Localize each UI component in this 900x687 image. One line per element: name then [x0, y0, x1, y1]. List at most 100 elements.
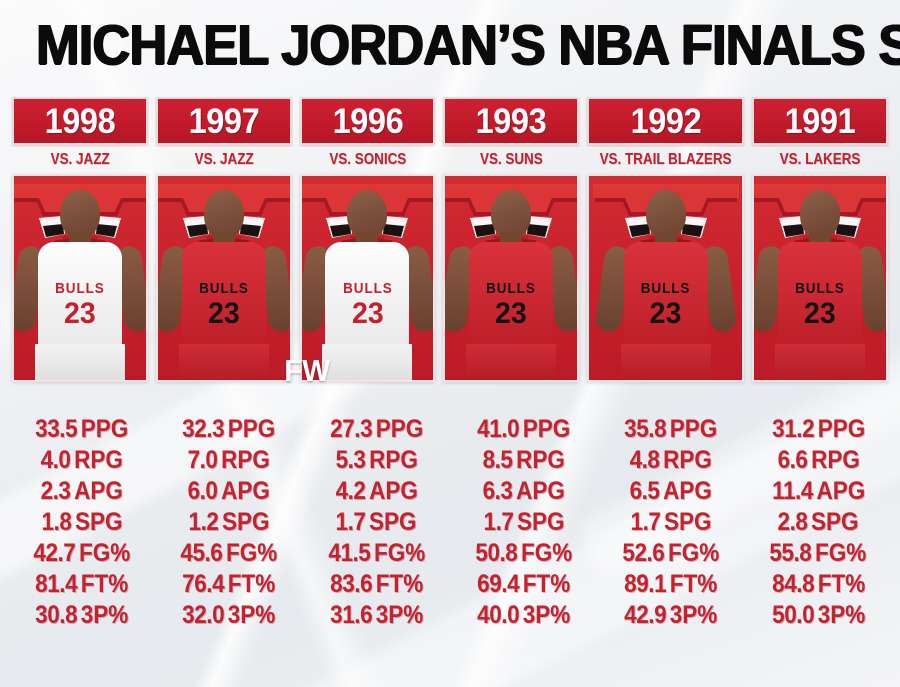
player-figure: BULLS 23 — [157, 176, 290, 380]
stat-unit: RPG — [74, 446, 123, 474]
stat-line: 89.1 FT% — [624, 569, 717, 600]
opponent-label: VS. JAZZ — [50, 151, 110, 168]
year-column: 1991 VS. LAKERS BULLS 23 — [752, 97, 889, 402]
stat-value: 6.3 — [482, 477, 513, 505]
stat-unit: FT% — [228, 570, 276, 598]
stat-value: 2.3 — [40, 477, 71, 505]
stat-unit: PPG — [817, 415, 865, 443]
opponent-label: VS. LAKERS — [779, 151, 861, 168]
stat-unit: PPG — [80, 415, 129, 443]
stat-unit: RPG — [221, 446, 271, 474]
year-banner[interactable]: 1992 — [587, 97, 745, 145]
stat-value: 4.0 — [40, 446, 71, 474]
stat-unit: APG — [368, 477, 418, 505]
opponent-label: VS. TRAIL BLAZERS — [599, 151, 732, 168]
stat-unit: APG — [516, 477, 565, 505]
stat-line: 1.7 SPG — [630, 507, 711, 538]
year-banner[interactable]: 1991 — [752, 97, 889, 145]
stat-unit: APG — [663, 477, 713, 505]
year-banner[interactable]: 1993 — [443, 97, 580, 145]
opponent-label: VS. SONICS — [329, 151, 406, 168]
player-head — [203, 190, 244, 238]
stat-line: 81.4 FT% — [35, 569, 128, 600]
stat-unit: FT% — [817, 570, 865, 598]
stat-unit: RPG — [368, 446, 418, 474]
stat-value: 5.3 — [335, 446, 366, 474]
year-label: 1991 — [784, 101, 856, 141]
stat-unit: FG% — [815, 539, 867, 567]
stat-line: 69.4 FT% — [477, 569, 570, 600]
jersey-wordmark: BULLS — [198, 280, 249, 297]
stat-value: 31.2 — [771, 415, 814, 443]
player-jersey — [469, 242, 554, 350]
stat-line: 1.8 SPG — [41, 507, 122, 538]
stat-value: 7.0 — [187, 446, 218, 474]
stat-line: 6.3 APG — [482, 476, 564, 507]
opponent-label: VS. JAZZ — [194, 151, 254, 168]
stat-unit: 3P% — [375, 601, 423, 629]
player-figure: BULLS 23 — [301, 176, 434, 380]
stat-value: 2.8 — [777, 508, 808, 536]
stat-value: 41.5 — [327, 539, 370, 567]
stat-line: 1.7 SPG — [483, 507, 564, 538]
stat-line: 4.8 RPG — [630, 445, 712, 476]
player-head — [645, 190, 686, 238]
stat-value: 1.7 — [335, 508, 366, 536]
stat-value: 52.6 — [622, 539, 665, 567]
stat-unit: SPG — [516, 508, 565, 536]
year-column: 1993 VS. SUNS BULLS 23 — [443, 97, 580, 402]
stat-value: 1.2 — [188, 508, 219, 536]
stat-line: 6.0 APG — [188, 476, 270, 507]
year-label: 1996 — [332, 101, 403, 141]
player-jersey — [778, 242, 863, 350]
stat-value: 11.4 — [771, 477, 813, 505]
player-shorts — [34, 344, 125, 380]
player-head — [491, 190, 532, 238]
player-head — [800, 190, 841, 238]
year-banner[interactable]: 1998 — [12, 97, 148, 145]
stat-unit: SPG — [369, 508, 417, 536]
stat-unit: PPG — [670, 415, 718, 443]
stat-value: 83.6 — [329, 570, 372, 598]
player-photo: BULLS 23 — [299, 174, 436, 382]
stats-grid: 33.5 PPG 4.0 RPG 2.3 APG 1.8 SPG 42.7 FG% 81.4 FT% 3… — [12, 414, 888, 631]
stat-unit: FG% — [226, 539, 278, 567]
stat-value: 30.8 — [35, 601, 78, 629]
year-banner[interactable]: 1997 — [155, 97, 292, 145]
player-jersey — [37, 242, 122, 350]
year-column: 1998 VS. JAZZ BULLS 23 — [12, 97, 148, 402]
year-banner[interactable]: 1996 — [299, 97, 436, 145]
stat-line: 4.2 APG — [335, 476, 417, 507]
stat-value: 4.8 — [629, 446, 660, 474]
jersey-number: 23 — [64, 297, 96, 330]
stat-value: 50.8 — [475, 539, 518, 567]
stat-line: 42.9 3P% — [624, 600, 717, 631]
opponent-label: VS. SUNS — [479, 151, 543, 168]
player-figure: BULLS 23 — [13, 176, 146, 380]
stat-value: 45.6 — [180, 539, 223, 567]
stat-value: 6.6 — [777, 446, 808, 474]
stat-value: 6.5 — [629, 477, 660, 505]
player-photo: BULLS 23 — [12, 174, 148, 382]
stat-unit: SPG — [811, 508, 859, 536]
jersey-wordmark: BULLS — [795, 280, 845, 297]
stat-line: 6.6 RPG — [777, 445, 859, 476]
stat-unit: RPG — [663, 446, 713, 474]
player-head — [59, 190, 100, 238]
stat-unit: SPG — [663, 508, 712, 536]
stat-line: 35.8 PPG — [624, 414, 717, 445]
stat-unit: PPG — [228, 415, 276, 443]
stat-value: 32.0 — [182, 601, 225, 629]
stat-line: 76.4 FT% — [182, 569, 275, 600]
stat-column: 32.3 PPG 7.0 RPG 6.0 APG 1.2 SPG 45.6 FG% 76.4 FT% 3… — [159, 414, 298, 631]
stat-value: 81.4 — [35, 570, 78, 598]
stat-line: 84.8 FT% — [772, 569, 865, 600]
stat-column: 31.2 PPG 6.6 RPG 11.4 APG 2.8 SPG 55.8 FG% 84.8 FT%… — [749, 414, 888, 631]
stat-unit: FT% — [522, 570, 571, 598]
stat-value: 76.4 — [182, 570, 225, 598]
stat-line: 33.5 PPG — [35, 414, 128, 445]
stat-line: 55.8 FG% — [770, 538, 867, 569]
stat-unit: FG% — [668, 539, 720, 567]
stat-line: 31.2 PPG — [772, 414, 865, 445]
